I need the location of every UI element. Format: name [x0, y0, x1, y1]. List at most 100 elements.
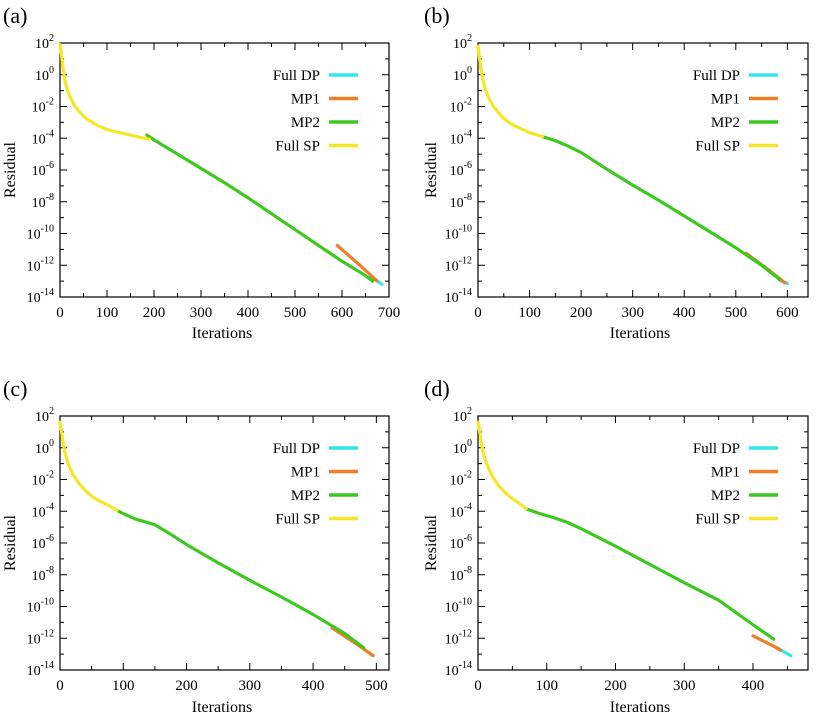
- x-tick-label: 600: [776, 305, 799, 321]
- panel-label: (a): [3, 3, 27, 28]
- x-tick-label: 0: [56, 678, 64, 694]
- y-tick-label: 10-4: [32, 128, 54, 147]
- legend-label: Full SP: [695, 512, 740, 528]
- y-tick-label: 10-10: [27, 597, 54, 616]
- series-line-mp1: [751, 634, 783, 652]
- y-tick-label: 10-12: [27, 255, 54, 274]
- x-tick-label: 100: [96, 305, 119, 321]
- panel-label: (b): [424, 3, 450, 28]
- x-tick-label: 400: [673, 305, 696, 321]
- y-tick-label: 100: [453, 65, 472, 84]
- series-line-full-sp: [476, 420, 528, 511]
- y-tick-label: 10-14: [445, 660, 472, 679]
- y-tick-label: 10-10: [445, 597, 472, 616]
- series-line-mp1: [330, 626, 375, 658]
- series-line-mp2: [115, 508, 366, 650]
- legend-label: MP2: [711, 488, 740, 504]
- x-tick-label: 300: [673, 678, 696, 694]
- x-tick-label: 700: [378, 305, 401, 321]
- x-tick-label: 0: [474, 305, 482, 321]
- x-tick-label: 200: [175, 678, 198, 694]
- x-tick-label: 300: [621, 305, 644, 321]
- legend-label: Full DP: [693, 68, 740, 84]
- series-line-full-sp: [58, 42, 151, 141]
- legend-label: Full DP: [273, 441, 320, 457]
- y-axis-label: Residual: [423, 141, 440, 198]
- y-tick-label: 10-6: [450, 160, 472, 179]
- series-line-mp1: [335, 243, 379, 283]
- x-tick-label: 300: [190, 305, 213, 321]
- y-tick-label: 10-14: [27, 287, 54, 306]
- x-tick-label: 200: [604, 678, 627, 694]
- series-line-mp2: [145, 133, 375, 283]
- y-tick-label: 10-6: [32, 160, 54, 179]
- x-axis-label: Iterations: [192, 699, 252, 716]
- legend-label: MP1: [711, 92, 740, 108]
- y-tick-label: 10-8: [450, 565, 472, 584]
- panel-label: (c): [3, 376, 27, 401]
- y-axis-label: Residual: [423, 514, 440, 571]
- series-line-mp2: [524, 507, 776, 641]
- y-tick-label: 10-12: [445, 255, 472, 274]
- x-tick-label: 400: [742, 678, 765, 694]
- y-tick-label: 10-12: [27, 628, 54, 647]
- legend-label: MP2: [291, 488, 320, 504]
- x-tick-label: 400: [302, 678, 325, 694]
- series-line-mp2: [540, 135, 782, 282]
- y-tick-label: 10-14: [445, 287, 472, 306]
- x-tick-label: 400: [237, 305, 260, 321]
- chart-panel-b: (b)102 100 10-2 10-4 10-6 10-8 10-10 10-12 10-14…: [423, 3, 809, 342]
- y-tick-label: 10-8: [32, 565, 54, 584]
- legend-label: Full DP: [693, 441, 740, 457]
- x-tick-label: 100: [518, 305, 541, 321]
- y-tick-label: 102: [453, 33, 472, 52]
- y-tick-label: 10-2: [450, 470, 472, 489]
- x-tick-label: 500: [284, 305, 307, 321]
- y-tick-label: 10-8: [32, 192, 54, 211]
- legend-label: MP1: [711, 465, 740, 481]
- y-axis-label: Residual: [2, 141, 19, 198]
- x-tick-label: 300: [239, 678, 262, 694]
- x-tick-label: 0: [56, 305, 64, 321]
- legend-label: Full SP: [275, 139, 320, 155]
- y-tick-label: 100: [453, 438, 472, 457]
- plot-frame: [477, 415, 809, 671]
- y-tick-label: 10-2: [32, 470, 54, 489]
- x-tick-label: 200: [143, 305, 166, 321]
- legend-label: Full DP: [273, 68, 320, 84]
- y-tick-label: 10-8: [450, 192, 472, 211]
- chart-panel-a: (a) 102 100 10-2 10-4 10-6 10-8 10-10 10-12 10-14…: [2, 3, 400, 342]
- chart-panel-d: (d)102 100 10-2 10-4 10-6 10-8 10-10 10-12 10-14…: [423, 376, 809, 716]
- y-tick-label: 10-10: [445, 224, 472, 243]
- legend-label: MP1: [291, 465, 320, 481]
- x-tick-label: 100: [112, 678, 135, 694]
- y-tick-label: 10-4: [450, 128, 472, 147]
- x-tick-label: 600: [331, 305, 354, 321]
- x-axis-label: Iterations: [610, 699, 670, 716]
- x-tick-label: 0: [474, 678, 482, 694]
- y-tick-label: 100: [35, 65, 54, 84]
- y-tick-label: 10-4: [450, 501, 472, 520]
- x-axis-label: Iterations: [610, 325, 670, 342]
- y-tick-label: 10-10: [27, 224, 54, 243]
- legend-label: MP1: [291, 92, 320, 108]
- chart-panel-c: (c) 102 100 10-2 10-4 10-6 10-8 10-10 10-12 10-14…: [2, 376, 390, 716]
- panel-label: (d): [424, 376, 450, 401]
- x-tick-label: 500: [365, 678, 388, 694]
- x-tick-label: 200: [570, 305, 593, 321]
- y-tick-label: 100: [35, 438, 54, 457]
- x-tick-label: 100: [536, 678, 559, 694]
- x-axis-label: Iterations: [192, 325, 252, 342]
- y-axis-label: Residual: [2, 514, 19, 571]
- series-line-full-sp: [58, 420, 119, 513]
- x-tick-label: 500: [725, 305, 748, 321]
- y-tick-label: 10-14: [27, 660, 54, 679]
- legend-label: MP2: [711, 115, 740, 131]
- y-tick-label: 10-4: [32, 501, 54, 520]
- y-tick-label: 10-2: [450, 97, 472, 116]
- y-tick-label: 102: [35, 406, 54, 425]
- y-tick-label: 10-6: [32, 533, 54, 552]
- y-tick-label: 10-2: [32, 97, 54, 116]
- y-tick-label: 102: [453, 406, 472, 425]
